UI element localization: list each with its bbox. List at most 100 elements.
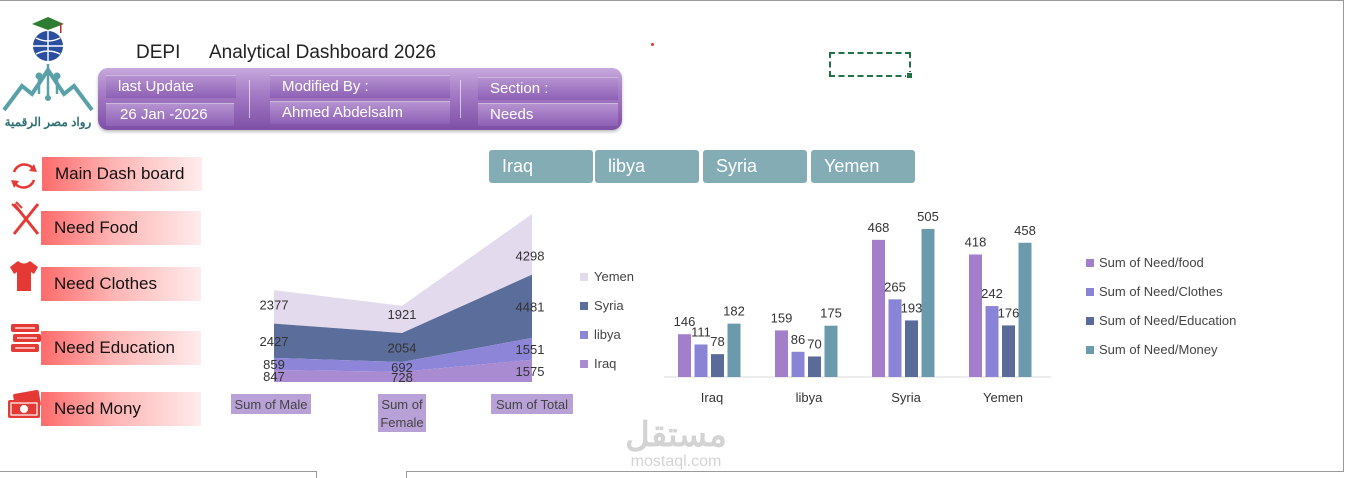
bar-iraq-1: [694, 344, 708, 377]
bar-syria-1: [888, 299, 902, 377]
nav-need-clothes[interactable]: Need Clothes: [41, 267, 201, 301]
category-label-bg: [491, 394, 573, 414]
data-label: 458: [1014, 223, 1036, 238]
x-tick-label: Yemen: [983, 390, 1023, 405]
money-icon[interactable]: [6, 388, 42, 424]
data-label: 146: [674, 314, 696, 329]
data-label: 2054: [388, 340, 417, 355]
area-series-iraq: [274, 359, 532, 382]
divider: [460, 80, 461, 118]
bar-libya-0: [775, 330, 788, 377]
data-label: 2427: [260, 334, 289, 349]
last-update-value: 26 Jan -2026: [106, 103, 234, 126]
data-label: 242: [981, 286, 1003, 301]
data-label: 78: [710, 334, 724, 349]
page-title: Analytical Dashboard 2026: [209, 42, 437, 63]
watermark-arabic: مستقل: [625, 416, 727, 454]
modified-by-label: Modified By :: [270, 75, 450, 98]
data-label: 505: [917, 209, 939, 224]
tshirt-icon[interactable]: [6, 258, 42, 294]
graduation-globe-icon: [2, 17, 94, 112]
slicer-yemen[interactable]: Yemen: [811, 150, 915, 183]
legend-swatch: [1086, 317, 1094, 325]
legend-label: Iraq: [594, 356, 616, 371]
sheet-border-bottom-left: [0, 471, 316, 472]
gender-area-chart: 847 728 1575 859 692 1551 2427 2054 4481 2377 1921…: [231, 214, 634, 432]
data-label: 418: [965, 234, 987, 249]
refresh-icon[interactable]: [6, 158, 42, 194]
section-label: Section :: [478, 77, 618, 100]
x-tick-label: Sum of Male: [235, 397, 308, 412]
x-tick-label: Female: [380, 415, 423, 430]
bar-syria-0: [872, 239, 885, 377]
logo-caption: رواد مصر الرقمية: [5, 115, 92, 130]
last-update-label: last Update: [106, 75, 236, 98]
legend-label: Sum of Need/Education: [1099, 313, 1236, 328]
area-series-libya: [274, 337, 532, 372]
x-tick-label: Iraq: [701, 390, 723, 405]
sheet-border-bottom: [406, 471, 1344, 472]
nav-need-education[interactable]: Need Education: [41, 331, 201, 365]
info-panel: last Update 26 Jan -2026 Modified By : A…: [98, 68, 622, 130]
selected-cell[interactable]: [829, 52, 913, 79]
nav-need-mony[interactable]: Need Mony: [41, 392, 201, 426]
category-label-bg: [378, 394, 426, 432]
legend-label: Sum of Need/Clothes: [1099, 284, 1223, 299]
legend-label: Sum of Need/food: [1099, 255, 1204, 270]
nav-need-food[interactable]: Need Food: [41, 211, 201, 245]
slicer-libya[interactable]: libya: [595, 150, 699, 183]
logo: رواد مصر الرقمية: [2, 14, 94, 134]
slicer-syria[interactable]: Syria: [703, 150, 807, 183]
area-series-yemen: [274, 214, 532, 333]
data-label: 4481: [516, 299, 545, 314]
category-label-bg: [231, 394, 311, 414]
modified-by-value: Ahmed Abdelsalm: [270, 101, 450, 124]
data-label: 859: [263, 357, 285, 372]
data-label: 111: [691, 324, 711, 339]
data-label: 847: [263, 369, 285, 384]
sheet-border-right: [1343, 0, 1344, 471]
sheet-border-top: [0, 0, 1344, 1]
bar-iraq-2: [711, 354, 724, 377]
fill-handle[interactable]: [906, 72, 913, 79]
page-subtitle: DEPI: [136, 42, 181, 63]
data-label: 692: [391, 360, 413, 375]
bar-libya-2: [808, 356, 821, 377]
nav-main-dashboard[interactable]: Main Dash board: [42, 157, 202, 191]
data-label: 193: [901, 300, 923, 315]
area-series-syria: [274, 274, 532, 362]
x-tick-label: libya: [796, 390, 824, 405]
data-label: 1921: [388, 307, 417, 322]
bar-syria-2: [905, 320, 918, 377]
bar-yemen-1: [985, 306, 999, 377]
bar-libya-3: [824, 325, 838, 377]
bar-yemen-2: [1002, 325, 1015, 377]
slicer-iraq[interactable]: Iraq: [489, 150, 593, 183]
legend-label: libya: [594, 327, 622, 342]
section-value: Needs: [478, 103, 618, 126]
sheet-divider: [406, 471, 407, 478]
x-tick-label: Syria: [891, 390, 921, 405]
bar-yemen-0: [969, 254, 982, 377]
x-tick-label: Sum of Total: [496, 397, 568, 412]
data-label: 159: [771, 310, 793, 325]
legend-swatch: [580, 331, 588, 339]
data-label: 176: [998, 305, 1020, 320]
divider: [249, 80, 250, 118]
books-icon[interactable]: [8, 320, 44, 356]
bar-syria-3: [921, 229, 935, 377]
legend-swatch: [580, 273, 588, 281]
legend-swatch: [580, 360, 588, 368]
legend-swatch: [1086, 346, 1094, 354]
data-label: 175: [820, 306, 842, 321]
data-label: 1575: [516, 364, 545, 379]
watermark-latin: mostaql.com: [631, 453, 722, 470]
data-label: 182: [723, 304, 745, 319]
legend-swatch: [580, 302, 588, 310]
fork-knife-icon[interactable]: [8, 200, 44, 236]
legend-swatch: [1086, 288, 1094, 296]
legend-swatch: [1086, 259, 1094, 267]
data-label: 86: [791, 332, 805, 347]
data-label: 468: [868, 220, 890, 235]
